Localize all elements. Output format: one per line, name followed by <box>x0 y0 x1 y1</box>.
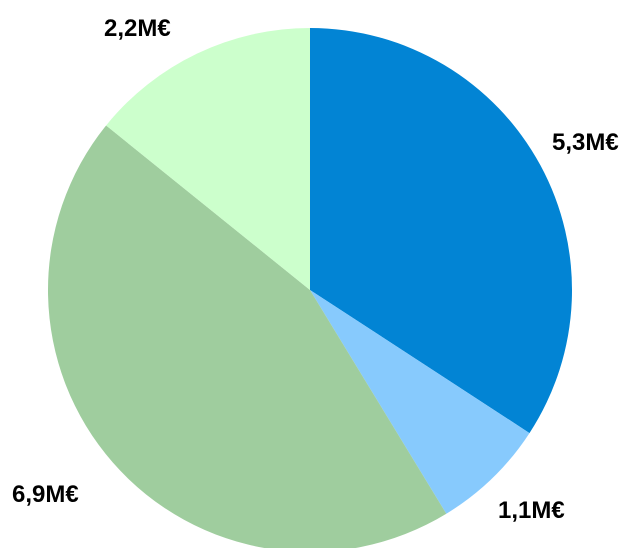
pie-data-labels: 5,3M€ 1,1M€ 6,9M€ 2,2M€ <box>12 15 619 524</box>
data-label-slice-1: 5,3M€ <box>552 129 619 156</box>
pie-slice-3 <box>48 125 447 548</box>
pie-slice-2 <box>310 290 530 514</box>
pie-slices <box>48 27 573 548</box>
data-label-slice-2: 1,1M€ <box>498 497 565 524</box>
data-label-slice-4: 2,2M€ <box>104 15 171 42</box>
data-label-slice-3: 6,9M€ <box>12 481 79 508</box>
pie-slice-1 <box>310 28 573 434</box>
pie-slice-4 <box>106 27 310 290</box>
